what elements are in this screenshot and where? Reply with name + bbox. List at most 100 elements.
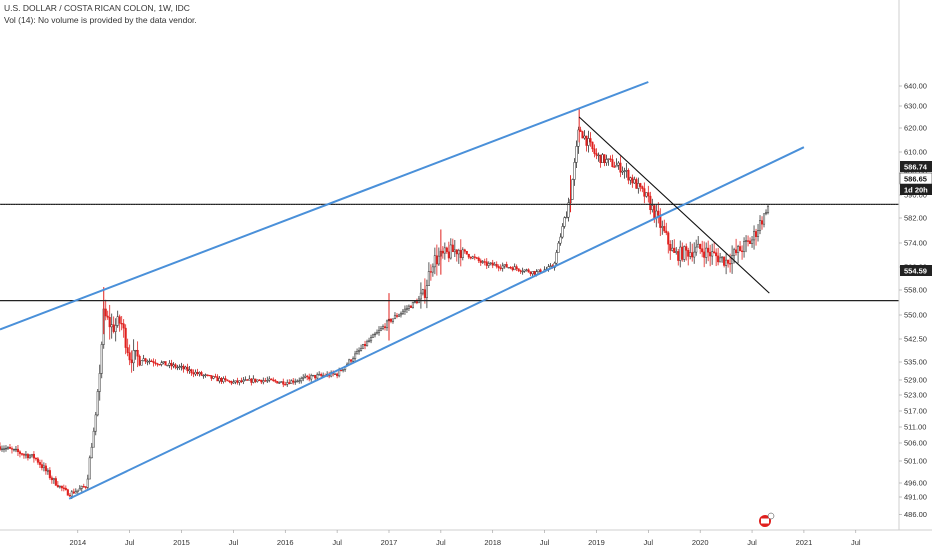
time-tick-label: 2018 — [484, 538, 501, 547]
candle-body — [228, 380, 231, 383]
candle-body — [383, 326, 387, 329]
candle-body — [715, 252, 718, 257]
time-tick-label: Jul — [229, 538, 239, 547]
candle-body — [304, 375, 307, 378]
candle-body — [395, 315, 399, 317]
candle-body — [94, 414, 97, 432]
price-tick-label: 517.00 — [904, 407, 927, 416]
candle-body — [318, 374, 321, 376]
candle-body — [356, 350, 359, 355]
candle-body — [148, 360, 151, 363]
candle-body — [296, 380, 299, 382]
candle-body — [240, 380, 243, 382]
candle-body — [120, 322, 123, 325]
candle-body — [513, 266, 516, 271]
candle-body — [44, 465, 47, 472]
candle-body — [595, 153, 598, 156]
candle-body — [567, 202, 570, 218]
candle-body — [306, 375, 309, 378]
candle-body — [459, 250, 462, 258]
candle-body — [66, 489, 69, 496]
candle-body — [375, 331, 379, 335]
candle-body — [377, 329, 381, 333]
candle-body — [52, 478, 55, 481]
candle-body — [531, 271, 534, 275]
candle-body — [407, 305, 410, 309]
candle-body — [320, 374, 323, 376]
candle-body — [8, 447, 12, 449]
candle-body — [108, 317, 111, 328]
candle-body — [741, 250, 744, 252]
price-tag-lower: 554.59 — [900, 265, 932, 276]
candle-body — [762, 213, 766, 225]
candle-body — [230, 381, 233, 384]
candle-body — [244, 379, 247, 381]
price-tick-label: 511.00 — [904, 423, 926, 432]
candle-body — [663, 226, 666, 232]
candle-body — [575, 146, 578, 163]
candle-body — [22, 454, 25, 456]
price-tick-label: 630.00 — [904, 102, 927, 111]
time-tick-label: Jul — [851, 538, 861, 547]
candles — [0, 108, 770, 499]
candle-body — [260, 379, 263, 383]
candle-body — [367, 340, 371, 343]
candle-body — [467, 253, 470, 258]
candle-body — [411, 301, 414, 308]
candle-body — [20, 453, 23, 455]
candle-body — [447, 251, 450, 259]
candle-body — [352, 358, 355, 362]
candle-body — [114, 325, 117, 332]
candle-body — [401, 310, 405, 314]
candle-body — [465, 250, 468, 255]
time-tick-label: 2014 — [69, 538, 86, 547]
candle-body — [64, 487, 67, 490]
candle-body — [188, 369, 191, 372]
candle-body — [651, 205, 654, 210]
candle-body — [242, 379, 245, 382]
candle-body — [128, 352, 131, 361]
candle-body — [409, 305, 412, 308]
candle-body — [168, 362, 171, 366]
candle-body — [745, 240, 748, 242]
candle-body — [719, 257, 722, 263]
candle-body — [216, 376, 219, 382]
candle-body — [18, 451, 21, 454]
candle-body — [443, 247, 446, 254]
candle-body — [371, 334, 375, 338]
symbol-title: U.S. DOLLAR / COSTA RICAN COLON, 1W, IDC — [4, 3, 190, 13]
candle-body — [766, 206, 770, 213]
candle-body — [176, 366, 179, 369]
candle-body — [186, 366, 189, 372]
candle-body — [336, 373, 339, 377]
candle-body — [637, 183, 640, 189]
candle-body — [182, 365, 185, 370]
candle-body — [272, 379, 275, 381]
candle-body — [391, 318, 395, 322]
price-tick-label: 506.00 — [904, 439, 927, 448]
candle-body — [525, 269, 528, 271]
candle-body — [657, 210, 660, 216]
candle-body — [695, 246, 698, 253]
candle-body — [479, 260, 482, 263]
candle-body — [501, 265, 504, 269]
candle-body — [521, 270, 524, 273]
candle-body — [266, 380, 269, 382]
flag-icon[interactable] — [759, 512, 775, 527]
candle-body — [431, 266, 434, 273]
candle-body — [673, 247, 676, 253]
candle-body — [607, 158, 610, 160]
candle-body — [282, 381, 285, 385]
time-tick-label: Jul — [332, 538, 342, 547]
candle-body — [292, 380, 295, 383]
candle-body — [429, 271, 432, 273]
candle-body — [717, 255, 720, 263]
candle-body — [362, 343, 365, 349]
candle-body — [611, 159, 614, 167]
candle-body — [481, 261, 484, 263]
candle-body — [310, 375, 313, 380]
candle-body — [497, 266, 500, 269]
channel-upper-trendline — [0, 81, 649, 331]
